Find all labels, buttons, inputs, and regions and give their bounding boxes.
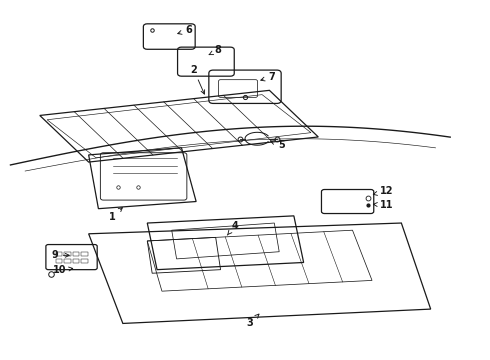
Text: 3: 3 [246,314,259,328]
Bar [73,252,79,256]
Bar [81,259,88,263]
Bar [64,259,71,263]
Text: 6: 6 [178,25,192,35]
Text: 8: 8 [209,45,221,55]
Bar [56,259,62,263]
Bar [56,252,62,256]
Text: 9: 9 [51,250,69,260]
Text: 4: 4 [227,221,239,235]
Bar [73,259,79,263]
Text: 12: 12 [373,186,393,197]
Bar [81,252,88,256]
Text: 11: 11 [373,200,393,210]
Text: 1: 1 [109,208,122,221]
Text: 7: 7 [261,72,275,82]
Text: 2: 2 [190,64,205,94]
Text: 5: 5 [270,140,285,150]
Bar [64,252,71,256]
Text: 10: 10 [52,265,73,275]
